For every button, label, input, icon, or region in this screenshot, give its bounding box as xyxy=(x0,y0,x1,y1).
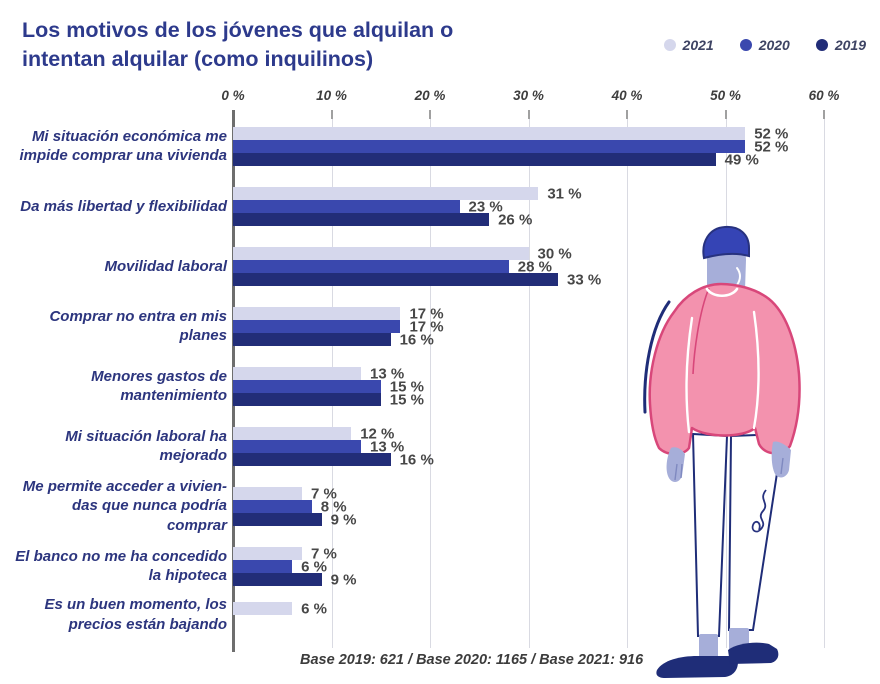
right-shoe xyxy=(728,642,779,664)
value-label: 52 % xyxy=(754,125,789,142)
bar-2020 xyxy=(233,140,746,153)
value-label: 6 % xyxy=(301,600,327,617)
x-axis-tick-label: 40 % xyxy=(611,88,643,103)
axis-tick-mark xyxy=(330,110,333,119)
bar-2021 xyxy=(233,547,302,560)
gridline xyxy=(528,110,530,648)
value-label: 9 % xyxy=(330,511,357,528)
bar-2020 xyxy=(233,440,362,453)
value-label: 9 % xyxy=(330,571,357,588)
axis-tick-mark xyxy=(429,110,431,119)
bar-2019 xyxy=(233,573,322,586)
value-label: 33 % xyxy=(567,271,602,288)
value-label: 15 % xyxy=(389,378,424,395)
value-label: 26 % xyxy=(498,211,533,228)
bar-2020 xyxy=(233,380,381,393)
value-label: 12 % xyxy=(360,425,395,442)
value-label: 15 % xyxy=(389,391,424,408)
value-label: 52 % xyxy=(754,138,789,155)
bar-2019 xyxy=(233,213,490,226)
category-label: Movilidad laboral xyxy=(104,257,227,275)
category-label: Comprar no entra en mis planes xyxy=(49,307,227,345)
bar-2020 xyxy=(233,200,460,213)
value-label: 13 % xyxy=(370,438,405,455)
drawstring-squiggle-doodle xyxy=(751,489,767,533)
legend: 2021 2020 2019 xyxy=(663,37,866,53)
value-label: 49 % xyxy=(724,151,759,168)
legend-dot-2019 xyxy=(815,39,828,51)
value-label: 16 % xyxy=(399,451,434,468)
axis-tick-mark xyxy=(626,110,628,119)
gridline xyxy=(627,110,628,648)
legend-label: 2019 xyxy=(834,37,866,53)
legend-dot-2021 xyxy=(663,39,676,51)
bar-2020 xyxy=(233,500,312,513)
value-label: 6 % xyxy=(301,558,327,575)
person-sweater xyxy=(648,282,801,456)
person-hands xyxy=(666,441,791,482)
legend-item-2019: 2019 xyxy=(815,37,866,53)
x-axis-tick-label: 0 % xyxy=(221,88,245,103)
beanie-hat xyxy=(702,225,750,260)
x-axis-tick-label: 20 % xyxy=(414,88,446,103)
value-label: 23 % xyxy=(468,198,503,215)
gridline xyxy=(430,110,431,648)
bar-2021 xyxy=(233,127,746,140)
bar-2021 xyxy=(233,367,362,380)
category-label: El banco no me ha concedido la hipoteca xyxy=(15,547,227,585)
x-axis-tick-label: 50 % xyxy=(710,88,741,103)
value-label: 17 % xyxy=(409,318,444,335)
bar-2019 xyxy=(233,393,381,406)
value-label: 8 % xyxy=(320,498,347,515)
chart-title: Los motivos de los jóvenes que alquilan … xyxy=(22,18,454,71)
bar-2021 xyxy=(233,602,293,615)
legend-label: 2021 xyxy=(682,37,714,53)
category-label: Mi situación laboral ha mejorado xyxy=(65,427,227,465)
bar-2020 xyxy=(233,260,509,273)
gridline xyxy=(824,110,825,648)
left-shoe xyxy=(656,656,738,678)
person-legs xyxy=(656,432,785,678)
value-label: 7 % xyxy=(310,545,337,562)
x-axis-tick-label: 60 % xyxy=(808,88,840,103)
bar-2019 xyxy=(233,153,716,166)
value-label: 16 % xyxy=(399,331,434,348)
value-label: 31 % xyxy=(547,185,582,202)
value-label: 17 % xyxy=(409,305,444,322)
legend-label: 2020 xyxy=(758,37,790,53)
category-label: Menores gastos de mantenimiento xyxy=(91,367,227,405)
category-label: Mi situación económica me impide comprar… xyxy=(19,127,227,165)
bar-2021 xyxy=(233,487,302,500)
bar-2021 xyxy=(233,427,352,440)
bar-2021 xyxy=(233,247,529,260)
value-label: 7 % xyxy=(310,485,337,502)
legend-item-2020: 2020 xyxy=(739,37,790,53)
bar-2019 xyxy=(233,273,559,286)
bar-2020 xyxy=(233,560,293,573)
value-label: 13 % xyxy=(370,365,405,382)
x-axis-tick-label: 30 % xyxy=(513,88,544,103)
bar-2019 xyxy=(233,453,391,466)
bar-2021 xyxy=(233,187,539,200)
legend-dot-2020 xyxy=(739,39,752,51)
bar-2019 xyxy=(233,513,322,526)
axis-tick-mark xyxy=(527,110,530,119)
value-label: 28 % xyxy=(517,258,552,275)
bar-2019 xyxy=(233,333,391,346)
person-illustration xyxy=(643,225,801,678)
bar-2021 xyxy=(233,307,401,320)
x-axis-tick-label: 10 % xyxy=(316,88,347,103)
base-note: Base 2019: 621 / Base 2020: 1165 / Base … xyxy=(300,652,644,668)
category-label: Es un buen momento, los precios están ba… xyxy=(44,596,227,633)
legend-item-2021: 2021 xyxy=(663,37,714,53)
value-label: 30 % xyxy=(537,245,572,262)
category-label: Me permite acceder a vivien- das que nun… xyxy=(22,477,227,535)
axis-tick-mark xyxy=(823,110,825,119)
axis-tick-mark xyxy=(724,110,727,119)
category-label: Da más libertad y flexibilidad xyxy=(20,197,227,215)
bar-2020 xyxy=(233,320,401,333)
